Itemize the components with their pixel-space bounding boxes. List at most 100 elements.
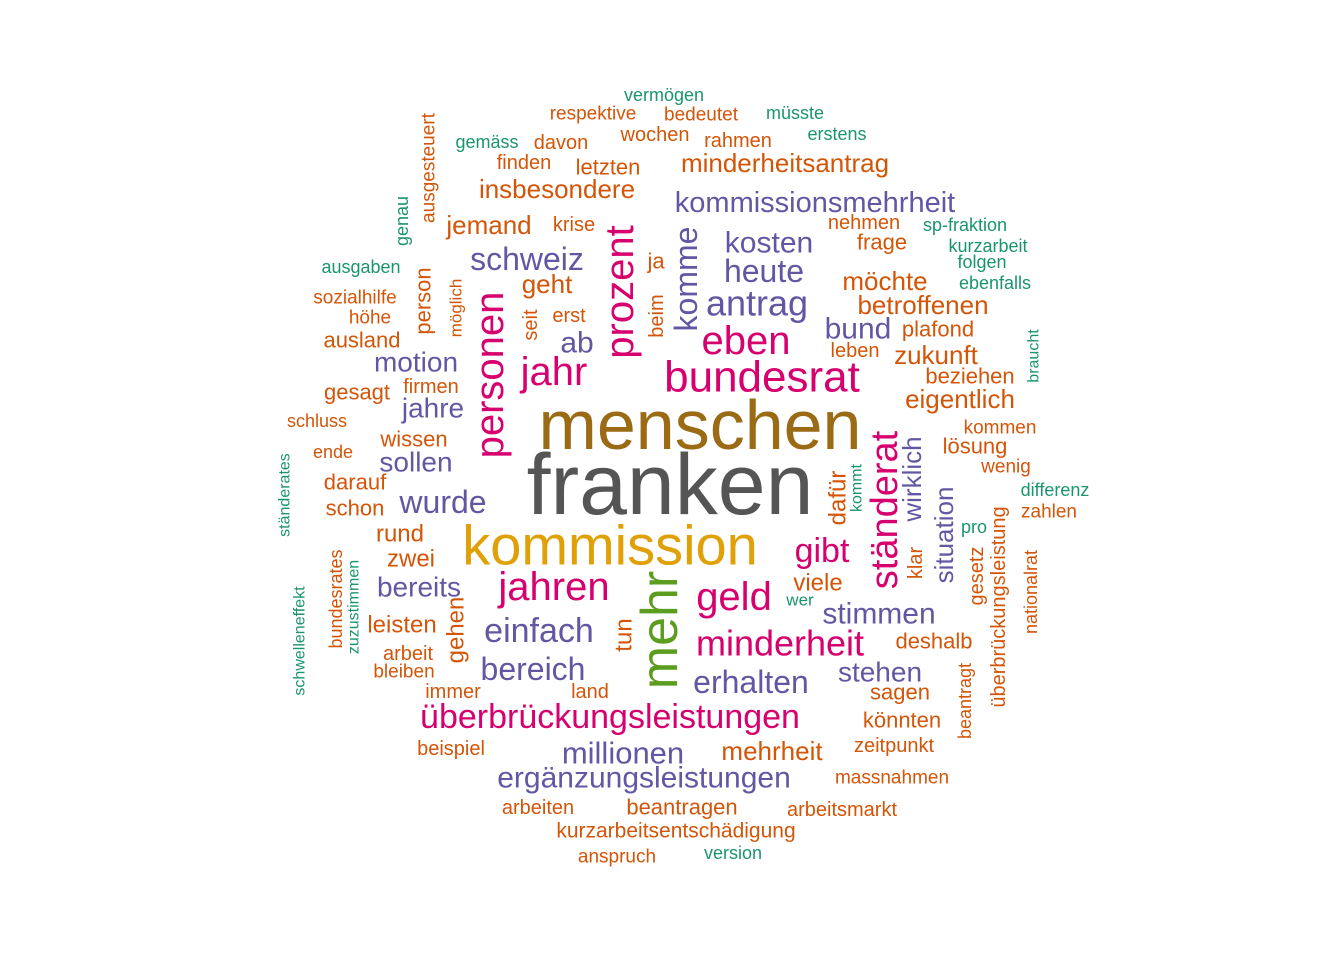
cloud-word: komme bbox=[668, 227, 704, 332]
cloud-word: ende bbox=[313, 442, 353, 462]
cloud-word: insbesondere bbox=[479, 174, 635, 204]
cloud-word: kommt bbox=[849, 463, 866, 512]
cloud-word: schluss bbox=[287, 411, 347, 431]
cloud-word: schweiz bbox=[470, 241, 584, 277]
cloud-word: personen bbox=[468, 292, 512, 459]
cloud-word: vermögen bbox=[624, 85, 704, 105]
cloud-word: zukunft bbox=[894, 340, 979, 370]
cloud-word: jahr bbox=[520, 350, 588, 394]
cloud-word: sagen bbox=[870, 680, 930, 705]
cloud-word: erst bbox=[552, 305, 586, 327]
cloud-word: anspruch bbox=[578, 847, 656, 868]
cloud-word: immer bbox=[425, 681, 481, 703]
cloud-word: beziehen bbox=[925, 364, 1014, 389]
cloud-word: gibt bbox=[795, 532, 850, 570]
cloud-word: differenz bbox=[1021, 480, 1090, 500]
cloud-word: betroffenen bbox=[857, 290, 988, 320]
cloud-word: zahlen bbox=[1021, 502, 1077, 523]
cloud-word: ausgesteuert bbox=[419, 112, 440, 223]
cloud-word: kommen bbox=[964, 418, 1037, 439]
cloud-word: kurzarbeitsentschädigung bbox=[556, 820, 795, 843]
cloud-word: land bbox=[571, 681, 609, 703]
cloud-word: leisten bbox=[367, 612, 436, 639]
cloud-word: antrag bbox=[706, 283, 808, 324]
cloud-word: massnahmen bbox=[835, 768, 949, 789]
cloud-word: genau bbox=[392, 196, 412, 246]
cloud-word: jemand bbox=[445, 210, 531, 240]
cloud-word: folgen bbox=[957, 252, 1006, 272]
cloud-word: ab bbox=[560, 327, 593, 360]
cloud-word: stimmen bbox=[822, 598, 935, 631]
cloud-word: letzten bbox=[576, 155, 641, 180]
cloud-word: bedeutet bbox=[664, 105, 739, 126]
cloud-word: dafür bbox=[825, 471, 852, 526]
cloud-word: kommission bbox=[462, 514, 758, 577]
cloud-word: beim bbox=[646, 294, 668, 337]
cloud-word: zwei bbox=[387, 546, 435, 573]
cloud-word: kurzarbeit bbox=[948, 236, 1027, 256]
cloud-word: sozialhilfe bbox=[313, 288, 396, 309]
cloud-word: wer bbox=[785, 591, 814, 610]
cloud-word: person bbox=[411, 267, 436, 334]
cloud-word: zuzustimmen bbox=[346, 560, 363, 654]
cloud-word: firmen bbox=[403, 376, 459, 398]
cloud-word: gehen bbox=[443, 597, 470, 664]
cloud-word: schwelleneffekt bbox=[292, 586, 309, 696]
cloud-word: mehr bbox=[631, 571, 689, 689]
cloud-word: wochen bbox=[620, 124, 690, 146]
cloud-word: situation bbox=[929, 487, 959, 584]
cloud-word: davon bbox=[534, 132, 589, 154]
cloud-word: braucht bbox=[1026, 329, 1043, 383]
cloud-word: menschen bbox=[539, 386, 862, 464]
cloud-word: müsste bbox=[766, 103, 824, 123]
cloud-word: mehrheit bbox=[721, 736, 823, 766]
cloud-word: erstens bbox=[807, 124, 866, 144]
cloud-word: wirklich bbox=[897, 436, 927, 522]
cloud-word: geht bbox=[522, 269, 573, 299]
cloud-word: kommissionsmehrheit bbox=[675, 187, 955, 219]
cloud-word: beispiel bbox=[417, 738, 485, 760]
cloud-word: jahren bbox=[497, 565, 609, 609]
cloud-word: sollen bbox=[379, 447, 452, 478]
cloud-word: höhe bbox=[349, 308, 391, 329]
cloud-word: überbrückungsleistung bbox=[988, 506, 1010, 707]
cloud-word: finden bbox=[497, 152, 552, 174]
cloud-word: lösung bbox=[943, 434, 1008, 459]
cloud-word: ständerates bbox=[277, 453, 294, 537]
cloud-word: krise bbox=[553, 214, 595, 236]
cloud-word: arbeitsmarkt bbox=[787, 799, 897, 821]
cloud-word: bereits bbox=[377, 572, 461, 603]
cloud-word: ausgaben bbox=[321, 257, 400, 277]
cloud-word: respektive bbox=[550, 104, 637, 125]
cloud-word: plafond bbox=[902, 317, 974, 342]
cloud-word: wissen bbox=[379, 427, 447, 452]
cloud-word: version bbox=[704, 843, 762, 863]
cloud-word: rahmen bbox=[704, 130, 772, 152]
cloud-word: heute bbox=[724, 253, 804, 289]
cloud-word: eigentlich bbox=[905, 384, 1015, 414]
cloud-word: sp-fraktion bbox=[923, 215, 1007, 235]
cloud-word: tun bbox=[611, 618, 638, 651]
cloud-word: gemäss bbox=[455, 132, 518, 152]
cloud-word: ja bbox=[646, 249, 665, 274]
cloud-word: möchte bbox=[842, 266, 927, 296]
cloud-word: frage bbox=[857, 230, 907, 255]
cloud-word: leben bbox=[831, 340, 880, 362]
cloud-word: rund bbox=[376, 521, 424, 548]
cloud-word: klar bbox=[905, 547, 927, 580]
cloud-word: wurde bbox=[398, 484, 486, 520]
cloud-word: pro bbox=[961, 517, 987, 537]
cloud-word: prozent bbox=[598, 225, 642, 358]
cloud-word: bleiben bbox=[373, 662, 434, 683]
cloud-word: einfach bbox=[484, 612, 594, 650]
cloud-word: geld bbox=[696, 575, 772, 619]
cloud-word: deshalb bbox=[895, 629, 972, 654]
cloud-word: darauf bbox=[324, 470, 387, 495]
cloud-word: ausland bbox=[323, 328, 400, 353]
cloud-word: bund bbox=[825, 313, 892, 346]
cloud-word: eben bbox=[702, 319, 791, 363]
cloud-word: minderheitsantrag bbox=[681, 148, 889, 178]
